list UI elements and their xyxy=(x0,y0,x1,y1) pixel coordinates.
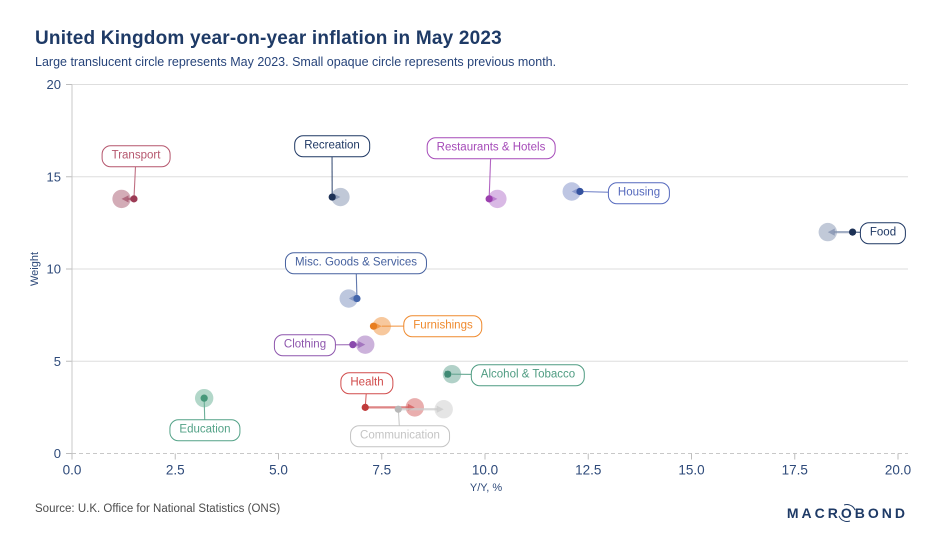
chart-footer: Source: U.K. Office for National Statist… xyxy=(35,503,908,521)
may-circle-clothing xyxy=(356,335,375,354)
prev-dot-housing xyxy=(576,187,584,196)
category-label-education: Education xyxy=(169,419,241,441)
may-circle-alcohol-tobacco xyxy=(442,364,462,384)
page-title: United Kingdom year-on-year inflation in… xyxy=(35,28,502,49)
change-arrow-head-communication xyxy=(436,405,444,413)
source-note: Source: U.K. Office for National Statist… xyxy=(35,503,281,515)
x-axis-title: Y/Y, % xyxy=(470,482,502,494)
prev-dot-transport xyxy=(130,195,138,203)
prev-dot-alcohol-tobacco xyxy=(444,370,452,378)
category-label-transport: Transport xyxy=(101,145,171,167)
y-tick-label-10: 10 xyxy=(47,262,61,277)
x-tick-label-7.5: 7.5 xyxy=(372,463,391,478)
y-tick-label-5: 5 xyxy=(54,354,61,369)
prev-dot-misc-goods-services xyxy=(353,294,361,303)
macrobond-logo: MACROBOND xyxy=(787,503,908,521)
category-label-food: Food xyxy=(859,222,907,244)
prev-dot-clothing xyxy=(349,341,357,349)
category-label-recreation: Recreation xyxy=(294,135,370,157)
category-label-alcohol-tobacco: Alcohol & Tobacco xyxy=(470,364,586,386)
logo-o-letter: O xyxy=(840,505,855,521)
prev-dot-education xyxy=(200,394,208,402)
x-tick-label-17.5: 17.5 xyxy=(782,463,808,478)
prev-dot-communication xyxy=(394,405,402,413)
page-subtitle: Large translucent circle represents May … xyxy=(35,55,557,69)
change-arrow-head-transport xyxy=(121,195,129,203)
chart-header: United Kingdom year-on-year inflation in… xyxy=(35,28,556,69)
logo-text-prefix: MACR xyxy=(786,505,841,521)
change-arrow-head-clothing xyxy=(358,341,366,349)
prev-dot-health xyxy=(361,403,369,411)
y-tick-label-15: 15 xyxy=(47,169,61,184)
x-tick-label-12.5: 12.5 xyxy=(575,463,601,478)
y-axis-title: Weight xyxy=(29,252,41,286)
x-tick-label-10.0: 10.0 xyxy=(472,463,498,478)
y-tick-label-20: 20 xyxy=(47,77,61,92)
may-circle-misc-goods-services xyxy=(339,289,358,308)
category-label-communication: Communication xyxy=(350,425,450,447)
category-label-restaurants-hotels: Restaurants & Hotels xyxy=(426,137,556,159)
y-tick-label-0: 0 xyxy=(54,446,61,461)
prev-dot-furnishings xyxy=(369,322,378,330)
x-tick-label-20.0: 20.0 xyxy=(885,463,911,478)
change-arrow-head-food xyxy=(827,228,835,236)
prev-dot-restaurants-hotels xyxy=(485,195,493,203)
prev-dot-food xyxy=(848,228,857,236)
category-label-clothing: Clothing xyxy=(273,334,337,356)
category-label-misc-goods-services: Misc. Goods & Services xyxy=(284,252,428,274)
logo-o-ring-icon: O xyxy=(841,505,855,521)
x-tick-label-2.5: 2.5 xyxy=(166,463,185,478)
may-circle-communication xyxy=(434,400,453,419)
prev-dot-recreation xyxy=(328,193,336,201)
x-tick-label-0.0: 0.0 xyxy=(63,463,82,478)
category-label-health: Health xyxy=(340,372,394,394)
x-tick-label-5.0: 5.0 xyxy=(269,463,288,478)
category-label-housing: Housing xyxy=(607,182,671,204)
logo-text-suffix: BOND xyxy=(854,505,908,521)
x-tick-label-15.0: 15.0 xyxy=(678,463,704,478)
category-label-furnishings: Furnishings xyxy=(403,315,483,337)
